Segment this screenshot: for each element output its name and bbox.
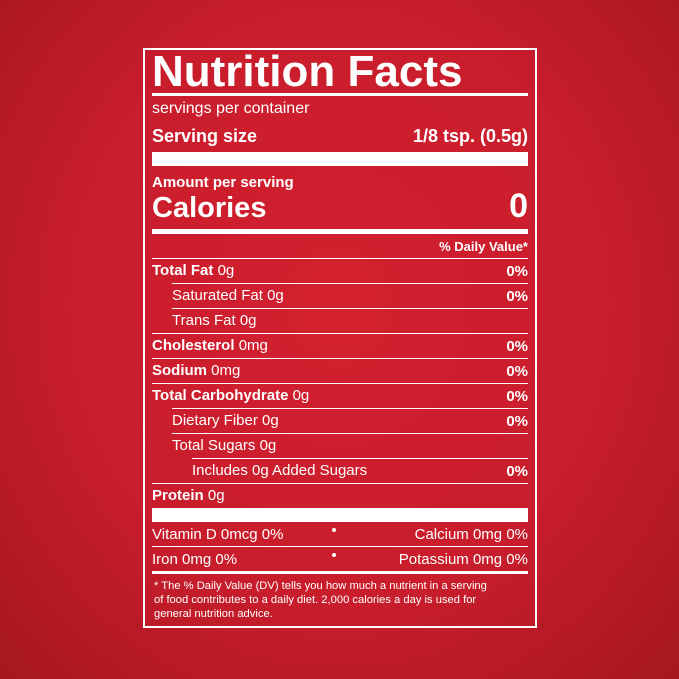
rule <box>172 308 528 309</box>
nutrient-name: Protein <box>152 487 204 504</box>
amount-per-serving: Amount per serving <box>152 173 294 191</box>
nutrient-amount: 0g <box>292 387 310 404</box>
rule <box>152 358 528 359</box>
rule <box>172 408 528 409</box>
nutrient-row: Trans Fat 0g <box>172 313 257 328</box>
daily-value: 0% <box>506 287 528 305</box>
title: Nutrition Facts <box>152 47 463 96</box>
nutrient-name: Includes 0g Added Sugars <box>192 462 368 479</box>
rule <box>152 229 528 234</box>
nutrient-name: Total Fat <box>152 262 214 279</box>
nutrient-row: Sodium 0mg <box>152 363 240 378</box>
nutrient-amount: 0g <box>267 287 284 304</box>
micronutrient: Calcium 0mg 0% <box>414 525 528 543</box>
rule <box>152 258 528 259</box>
rule <box>152 508 528 522</box>
footnote: general nutrition advice. <box>154 608 273 621</box>
rule <box>152 483 528 484</box>
serving-size-value: 1/8 tsp. (0.5g) <box>412 126 528 146</box>
nutrient-row: Total Fat 0g <box>152 263 234 278</box>
nutrient-name: Trans Fat <box>172 312 236 329</box>
nutrient-amount: 0g <box>262 412 279 429</box>
nutrient-name: Sodium <box>152 362 207 379</box>
nutrient-name: Total Sugars <box>172 437 256 454</box>
daily-value: 0% <box>506 262 528 280</box>
nutrient-amount: 0g <box>217 262 235 279</box>
micronutrient: Potassium 0mg 0% <box>398 550 528 568</box>
bullet <box>332 528 336 532</box>
nutrient-name: Saturated Fat <box>172 287 263 304</box>
daily-value: 0% <box>506 462 528 480</box>
rule <box>152 383 528 384</box>
rule <box>152 571 528 574</box>
rule <box>152 546 528 547</box>
micronutrient: Vitamin D 0mcg 0% <box>152 525 284 543</box>
daily-value: 0% <box>506 387 528 405</box>
nutrient-row: Protein 0g <box>152 488 225 503</box>
daily-value: 0% <box>506 337 528 355</box>
rule <box>152 152 528 166</box>
bullet <box>332 553 336 557</box>
serving-size-label: Serving size <box>152 126 258 146</box>
rule <box>192 458 528 459</box>
nutrition-label <box>143 48 537 628</box>
calories-label: Calories <box>152 191 267 224</box>
daily-value-header: % Daily Value* <box>439 238 528 254</box>
nutrient-amount: 0g <box>207 487 225 504</box>
calories-value: 0 <box>509 187 528 225</box>
nutrient-amount: 0g <box>259 437 277 454</box>
nutrient-name: Dietary Fiber <box>172 412 258 429</box>
nutrient-row: Saturated Fat 0g <box>172 288 284 303</box>
daily-value: 0% <box>506 412 528 430</box>
rule <box>172 283 528 284</box>
nutrient-row: Cholesterol 0mg <box>152 338 268 353</box>
nutrient-row: Total Carbohydrate 0g <box>152 388 309 403</box>
nutrient-amount: 0mg <box>211 362 241 379</box>
nutrient-name: Cholesterol <box>152 337 235 354</box>
nutrient-row: Dietary Fiber 0g <box>172 413 279 428</box>
nutrient-amount: 0mg <box>238 337 268 354</box>
daily-value: 0% <box>506 362 528 380</box>
footnote: of food contributes to a daily diet. 2,0… <box>154 594 477 607</box>
rule <box>152 333 528 334</box>
nutrient-row: Total Sugars 0g <box>172 438 276 453</box>
rule <box>172 433 528 434</box>
footnote: * The % Daily Value (DV) tells you how m… <box>154 580 487 593</box>
servings: servings per container <box>152 100 310 117</box>
micronutrient: Iron 0mg 0% <box>152 550 238 568</box>
nutrient-row: Includes 0g Added Sugars <box>192 463 367 478</box>
nutrient-name: Total Carbohydrate <box>152 387 289 404</box>
rule <box>152 93 528 96</box>
nutrient-amount: 0g <box>239 312 257 329</box>
